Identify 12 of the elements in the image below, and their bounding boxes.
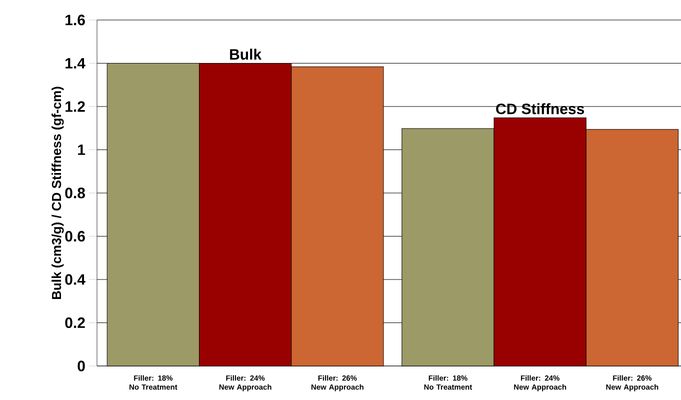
y-tick-label: 0.8 — [65, 188, 85, 198]
annotation: Bulk — [230, 48, 262, 60]
annotation: CD Stiffness — [496, 103, 584, 114]
y-tick-label: 1.2 — [66, 101, 85, 112]
y-tick-label: 1.6 — [66, 14, 85, 26]
y-tick-label: 1 — [78, 144, 86, 155]
y-tick-label: 0.4 — [65, 274, 86, 285]
y-tick-label: 0 — [78, 360, 85, 372]
y-tick-label: 0.6 — [65, 230, 85, 242]
y-tick-label: 0.2 — [65, 317, 85, 328]
y-axis-title: Bulk (cm3/g) / CD Stiffness (gf-cm) — [52, 86, 64, 300]
y-tick-label: 1.4 — [66, 58, 86, 68]
